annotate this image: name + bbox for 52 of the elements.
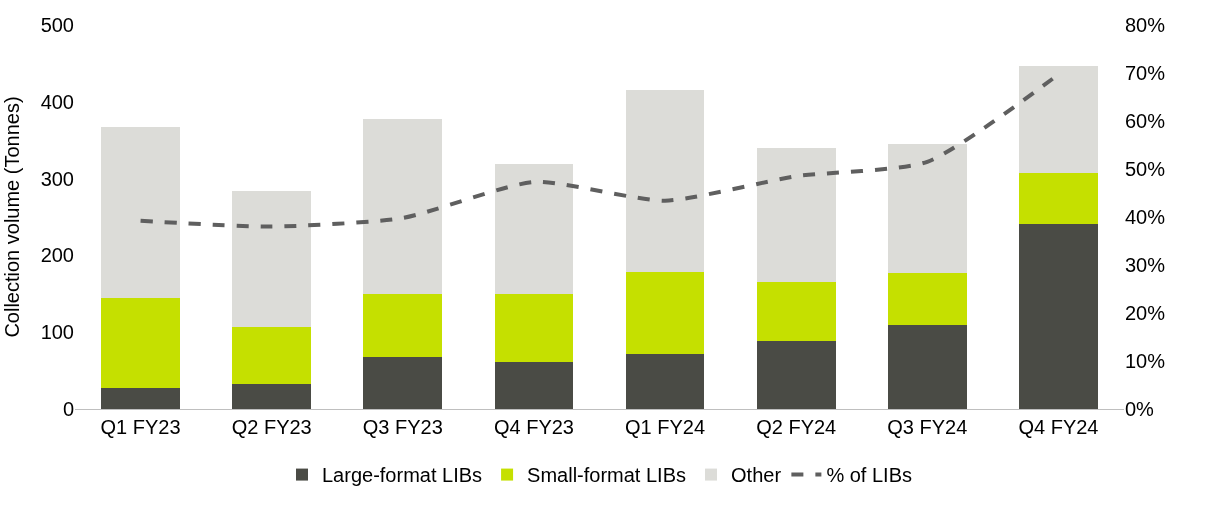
bar [101, 298, 180, 388]
y2-tick-label: 70% [1125, 62, 1166, 84]
bar [756, 147, 836, 283]
bar [887, 324, 967, 409]
bar [1019, 223, 1098, 409]
x-tick-label: Q1 FY23 [100, 416, 181, 438]
bar [494, 362, 574, 409]
y-tick-label: 400 [40, 90, 74, 113]
legend-label: Other [731, 464, 782, 487]
y2-tick-label: 0% [1125, 398, 1155, 420]
y2-tick-label: 60% [1125, 110, 1166, 132]
y-axis-title: Collection volume (Tonnes) [1, 96, 24, 338]
y-tick-label: 0 [62, 398, 74, 420]
bar [363, 118, 443, 294]
x-tick-label: Q4 FY23 [493, 416, 574, 438]
x-tick-label: Q1 FY24 [625, 416, 706, 438]
y-tick-label: 200 [40, 244, 74, 267]
bar [625, 271, 705, 354]
x-tick-label: Q2 FY24 [756, 416, 837, 438]
legend-label: Small-format LIBs [527, 464, 687, 487]
y-tick-label: 100 [40, 321, 74, 344]
bar [494, 164, 574, 294]
y2-tick-label: 20% [1125, 302, 1166, 324]
y2-tick-label: 50% [1125, 158, 1166, 180]
bar [232, 190, 312, 327]
bar [363, 356, 443, 409]
x-tick-label: Q2 FY23 [231, 416, 312, 438]
bar [232, 326, 312, 385]
bar [625, 353, 705, 409]
y2-tick-label: 10% [1125, 350, 1166, 372]
bar [887, 144, 967, 274]
y2-tick-label: 80% [1125, 14, 1166, 36]
bar [232, 384, 312, 409]
x-tick-label: Q3 FY23 [362, 416, 443, 438]
bar [1019, 66, 1098, 174]
y-tick-label: 300 [40, 167, 74, 190]
bar [101, 387, 180, 409]
legend-label: % of LIBs [826, 464, 912, 487]
y-tick-label: 500 [40, 14, 74, 36]
bar [1019, 173, 1098, 224]
legend-label: Large-format LIBs [322, 464, 483, 487]
bar [625, 90, 705, 272]
y2-tick-label: 40% [1125, 206, 1166, 228]
bar [363, 293, 443, 357]
bar [887, 273, 967, 325]
bar [756, 341, 836, 409]
bar [494, 293, 574, 363]
x-tick-label: Q4 FY24 [1018, 416, 1099, 438]
bar [756, 282, 836, 342]
bar [101, 127, 180, 299]
x-tick-label: Q3 FY24 [887, 416, 968, 438]
y2-tick-label: 30% [1125, 254, 1166, 276]
